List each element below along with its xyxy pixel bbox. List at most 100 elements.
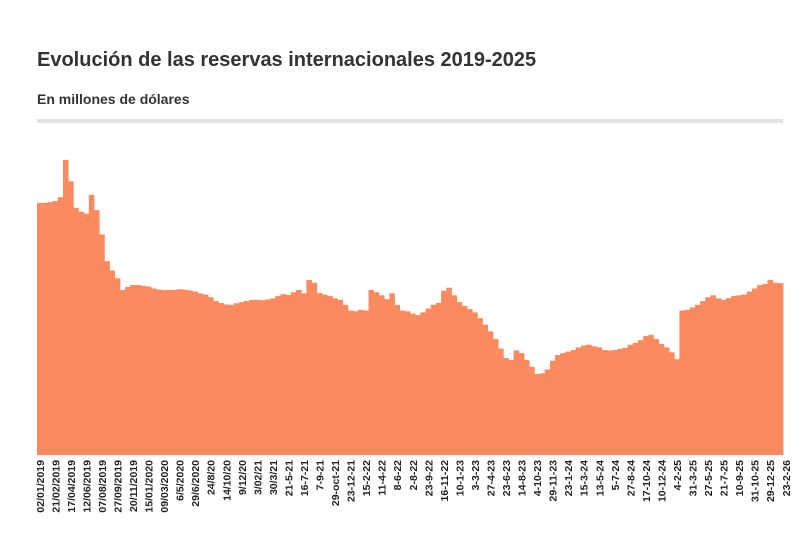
bar [187, 290, 193, 455]
x-tick-label: 27-4-23 [485, 460, 497, 496]
bar [389, 293, 395, 455]
bar [570, 350, 577, 455]
bar [560, 353, 566, 455]
bar [233, 303, 240, 455]
bar [461, 305, 468, 455]
bar [658, 343, 665, 455]
bar [358, 309, 364, 455]
bar [487, 331, 494, 455]
bar [285, 294, 292, 455]
bar [37, 202, 43, 455]
bar [135, 285, 142, 455]
x-tick-label: 10-1-23 [454, 460, 466, 496]
bar [192, 291, 198, 455]
bar [68, 181, 74, 456]
x-tick-label: 29-12-25 [765, 460, 777, 502]
bar [420, 312, 426, 455]
bar [435, 302, 442, 455]
bar [637, 340, 644, 455]
bar [93, 210, 100, 455]
bar [762, 283, 768, 455]
bar [156, 289, 162, 455]
bar [239, 302, 245, 455]
x-tick-label: 8-6-22 [392, 460, 404, 491]
bar [109, 270, 116, 455]
bar [684, 309, 691, 455]
bar [410, 313, 416, 455]
bar [306, 280, 312, 455]
x-tick-label: 20/11/2019 [128, 460, 140, 512]
x-tick-label: 9/12/20 [237, 460, 249, 495]
bar [47, 202, 53, 455]
bar [316, 293, 323, 455]
bar [736, 295, 742, 455]
bar [171, 289, 178, 455]
bar [404, 311, 411, 455]
x-tick-label: 2-8-22 [408, 460, 420, 491]
bar [264, 299, 271, 455]
bar [451, 295, 458, 455]
bar [88, 194, 95, 455]
x-tick-label: 3/02/21 [252, 460, 264, 495]
x-tick-label: 31-3-25 [688, 460, 700, 496]
bar [254, 299, 261, 455]
bar [104, 261, 110, 455]
bar [503, 358, 509, 455]
bar [565, 351, 571, 455]
bar [710, 295, 717, 455]
bar [772, 282, 779, 455]
bar [472, 312, 478, 455]
x-tick-label: 29-11-23 [548, 460, 560, 502]
bar [425, 308, 432, 455]
bar [767, 280, 774, 455]
bar [213, 301, 219, 455]
bar [726, 297, 732, 455]
bar [140, 285, 147, 455]
bar [601, 350, 608, 455]
bar [741, 294, 748, 455]
bar [218, 302, 224, 455]
bar [705, 297, 711, 455]
bar [166, 289, 173, 455]
bar [52, 201, 59, 455]
x-tick-label: 15-2-22 [361, 460, 373, 496]
bar [632, 342, 639, 455]
bar [669, 352, 675, 455]
bar [627, 344, 634, 455]
bar [378, 295, 385, 455]
x-tick-label: 13-5-24 [594, 460, 606, 496]
bar [296, 289, 302, 455]
bar [555, 354, 561, 455]
bar [373, 292, 380, 455]
bar [415, 315, 421, 455]
bar [249, 299, 255, 455]
x-tick-label: 29/6/2020 [190, 460, 202, 507]
bar [653, 339, 660, 455]
x-tick-label: 29-oct-21 [330, 460, 342, 506]
bar [575, 347, 582, 455]
chart-subtitle: En millones de dólares [37, 91, 190, 107]
bar [363, 310, 369, 455]
bar [622, 347, 628, 455]
bar [197, 293, 204, 455]
bar [394, 304, 401, 455]
x-tick-label: 4-10-23 [532, 460, 544, 496]
bar [270, 298, 276, 455]
bar [202, 294, 209, 455]
bar [275, 296, 281, 455]
bar [228, 304, 235, 455]
bar [347, 310, 354, 455]
bar [182, 289, 188, 455]
bar [176, 289, 183, 455]
bar [715, 298, 722, 455]
bar [342, 304, 349, 455]
bar [694, 304, 701, 455]
bar [62, 159, 69, 456]
bar [606, 350, 613, 455]
bar [674, 359, 680, 455]
x-tick-label: 09/03/2020 [159, 460, 171, 513]
bar [643, 335, 649, 455]
x-tick-label: 7-9-21 [315, 460, 327, 491]
bar [508, 359, 515, 455]
